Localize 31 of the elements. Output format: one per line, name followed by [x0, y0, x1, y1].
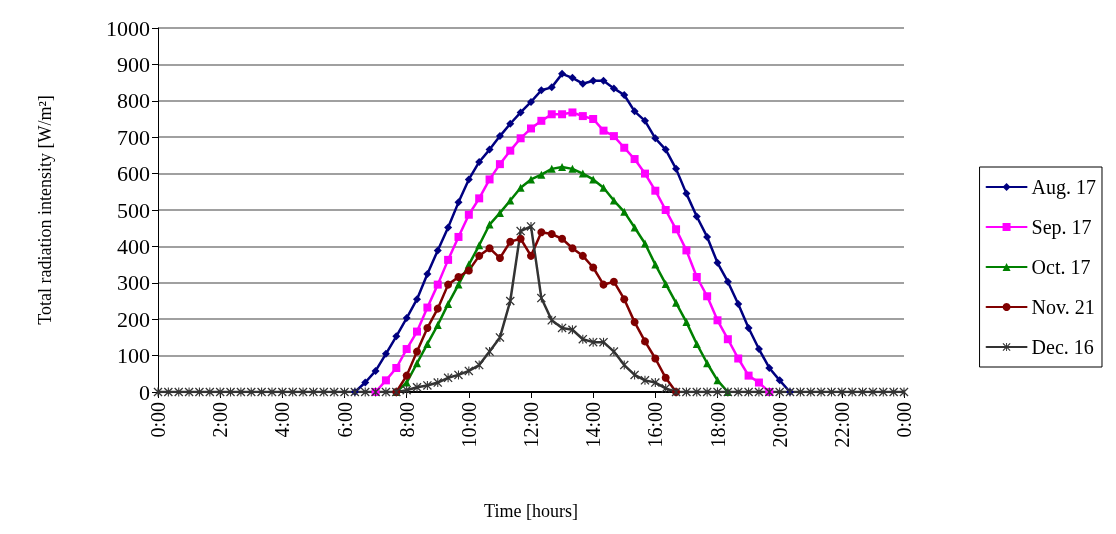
legend-label: Dec. 16: [1031, 336, 1094, 358]
y-tick-label: 1000: [106, 15, 150, 41]
x-tick-label: 12:00: [520, 402, 542, 448]
x-tick-label: 14:00: [582, 402, 605, 448]
y-tick-label: 700: [117, 124, 150, 150]
y-tick-label: 500: [117, 197, 150, 223]
x-tick-label: 8:00: [395, 402, 418, 438]
y-tick-label: 800: [117, 88, 150, 114]
x-tick-label: 18:00: [706, 402, 729, 448]
x-tick-label: 6:00: [333, 402, 356, 438]
legend-label: Sep. 17: [1031, 216, 1092, 239]
x-tick-label: 22:00: [830, 402, 853, 448]
y-tick-label: 900: [117, 51, 150, 77]
x-tick-label: 4:00: [271, 402, 294, 438]
x-axis-title: Time [hours]: [484, 501, 578, 521]
x-tick-label: 16:00: [644, 402, 667, 448]
y-tick-label: 0: [139, 379, 150, 405]
y-tick-label: 400: [117, 233, 150, 259]
y-tick-label: 200: [117, 306, 150, 332]
x-tick-label: 0:00: [147, 402, 169, 438]
legend-label: Nov. 21: [1031, 296, 1095, 318]
legend-label: Oct. 17: [1031, 256, 1091, 278]
y-axis-title: Total radiation intensity [W/m²]: [35, 95, 55, 325]
x-tick-label: 2:00: [209, 402, 232, 438]
x-tick-label: 0:00: [893, 402, 915, 438]
legend-label: Aug. 17: [1031, 176, 1097, 199]
y-tick-label: 600: [117, 161, 150, 187]
y-tick-label: 100: [117, 343, 150, 369]
x-tick-label: 20:00: [768, 402, 791, 448]
y-tick-label: 300: [117, 270, 150, 296]
x-tick-label: 10:00: [457, 402, 480, 448]
